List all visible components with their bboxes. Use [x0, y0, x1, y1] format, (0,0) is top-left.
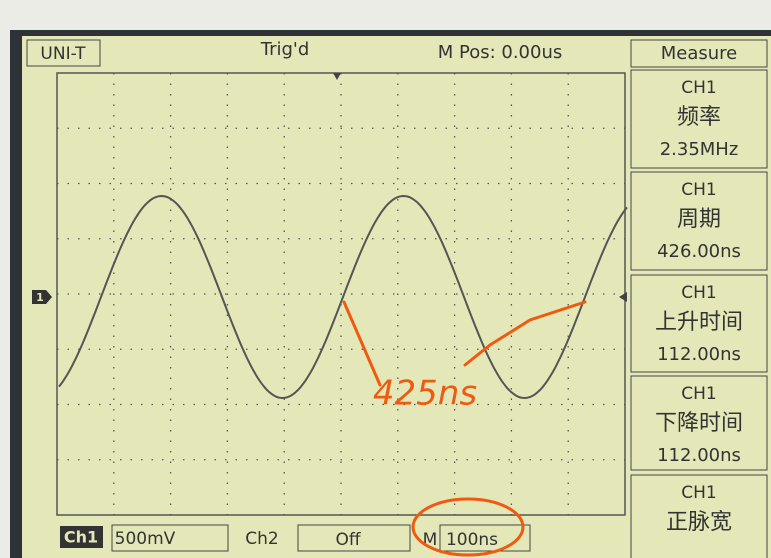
measure-channel: CH1 [681, 283, 716, 303]
annotation-marks [342, 300, 587, 557]
measure-box [630, 274, 768, 373]
measure-value: 112.00ns [657, 344, 741, 365]
annotation-text: 425ns [373, 374, 477, 414]
timebase-box [439, 524, 531, 552]
measure-channel: CH1 [681, 483, 716, 503]
ch1-scale-box [111, 524, 229, 552]
measure-box [630, 474, 768, 558]
ch1-badge [60, 526, 103, 548]
menu-box [630, 39, 768, 68]
measure-value: 2.35MHz [660, 139, 739, 160]
measure-panel: CH1 频率 2.35MHz CH1 周期 426.00ns CH1 上升时间 112.00ns… [630, 69, 768, 558]
measure-box [630, 69, 768, 169]
channel-marker-label: 1 [36, 291, 44, 304]
timebase: 100ns [446, 530, 498, 550]
measure-channel: CH1 [681, 384, 716, 404]
screen [22, 36, 771, 558]
trigger-status: Trig'd [260, 39, 310, 60]
annotation-line [342, 300, 382, 387]
brand: UNI-T [40, 44, 86, 64]
ch1-scale: 500mV [115, 529, 176, 549]
menu-title: Measure [661, 43, 738, 64]
measure-box [630, 171, 768, 271]
trigger-position-marker [333, 73, 341, 80]
measure-label: 下降时间 [655, 411, 743, 436]
measure-label: 正脉宽 [666, 510, 732, 535]
measure-label: 频率 [677, 105, 721, 130]
trigger-level-marker [619, 292, 627, 302]
ch2-state: Off [335, 530, 361, 550]
measure-channel: CH1 [681, 180, 716, 200]
horizontal-position: M Pos: 0.00us [438, 42, 563, 63]
ch2-state-box [297, 524, 411, 552]
channel-marker [32, 290, 52, 304]
annotation-line [463, 300, 587, 367]
ch1-label: Ch1 [64, 528, 98, 547]
annotation-circle [411, 497, 525, 557]
brand-box [26, 39, 101, 67]
measure-channel: CH1 [681, 78, 716, 98]
ch2-label: Ch2 [245, 529, 278, 549]
measure-label: 周期 [677, 207, 721, 232]
measure-value: 112.00ns [657, 445, 741, 466]
measure-box [630, 375, 768, 471]
waveform [58, 194, 628, 400]
measure-value: 426.00ns [657, 241, 741, 262]
graticule [57, 73, 625, 515]
measure-label: 上升时间 [655, 310, 743, 335]
